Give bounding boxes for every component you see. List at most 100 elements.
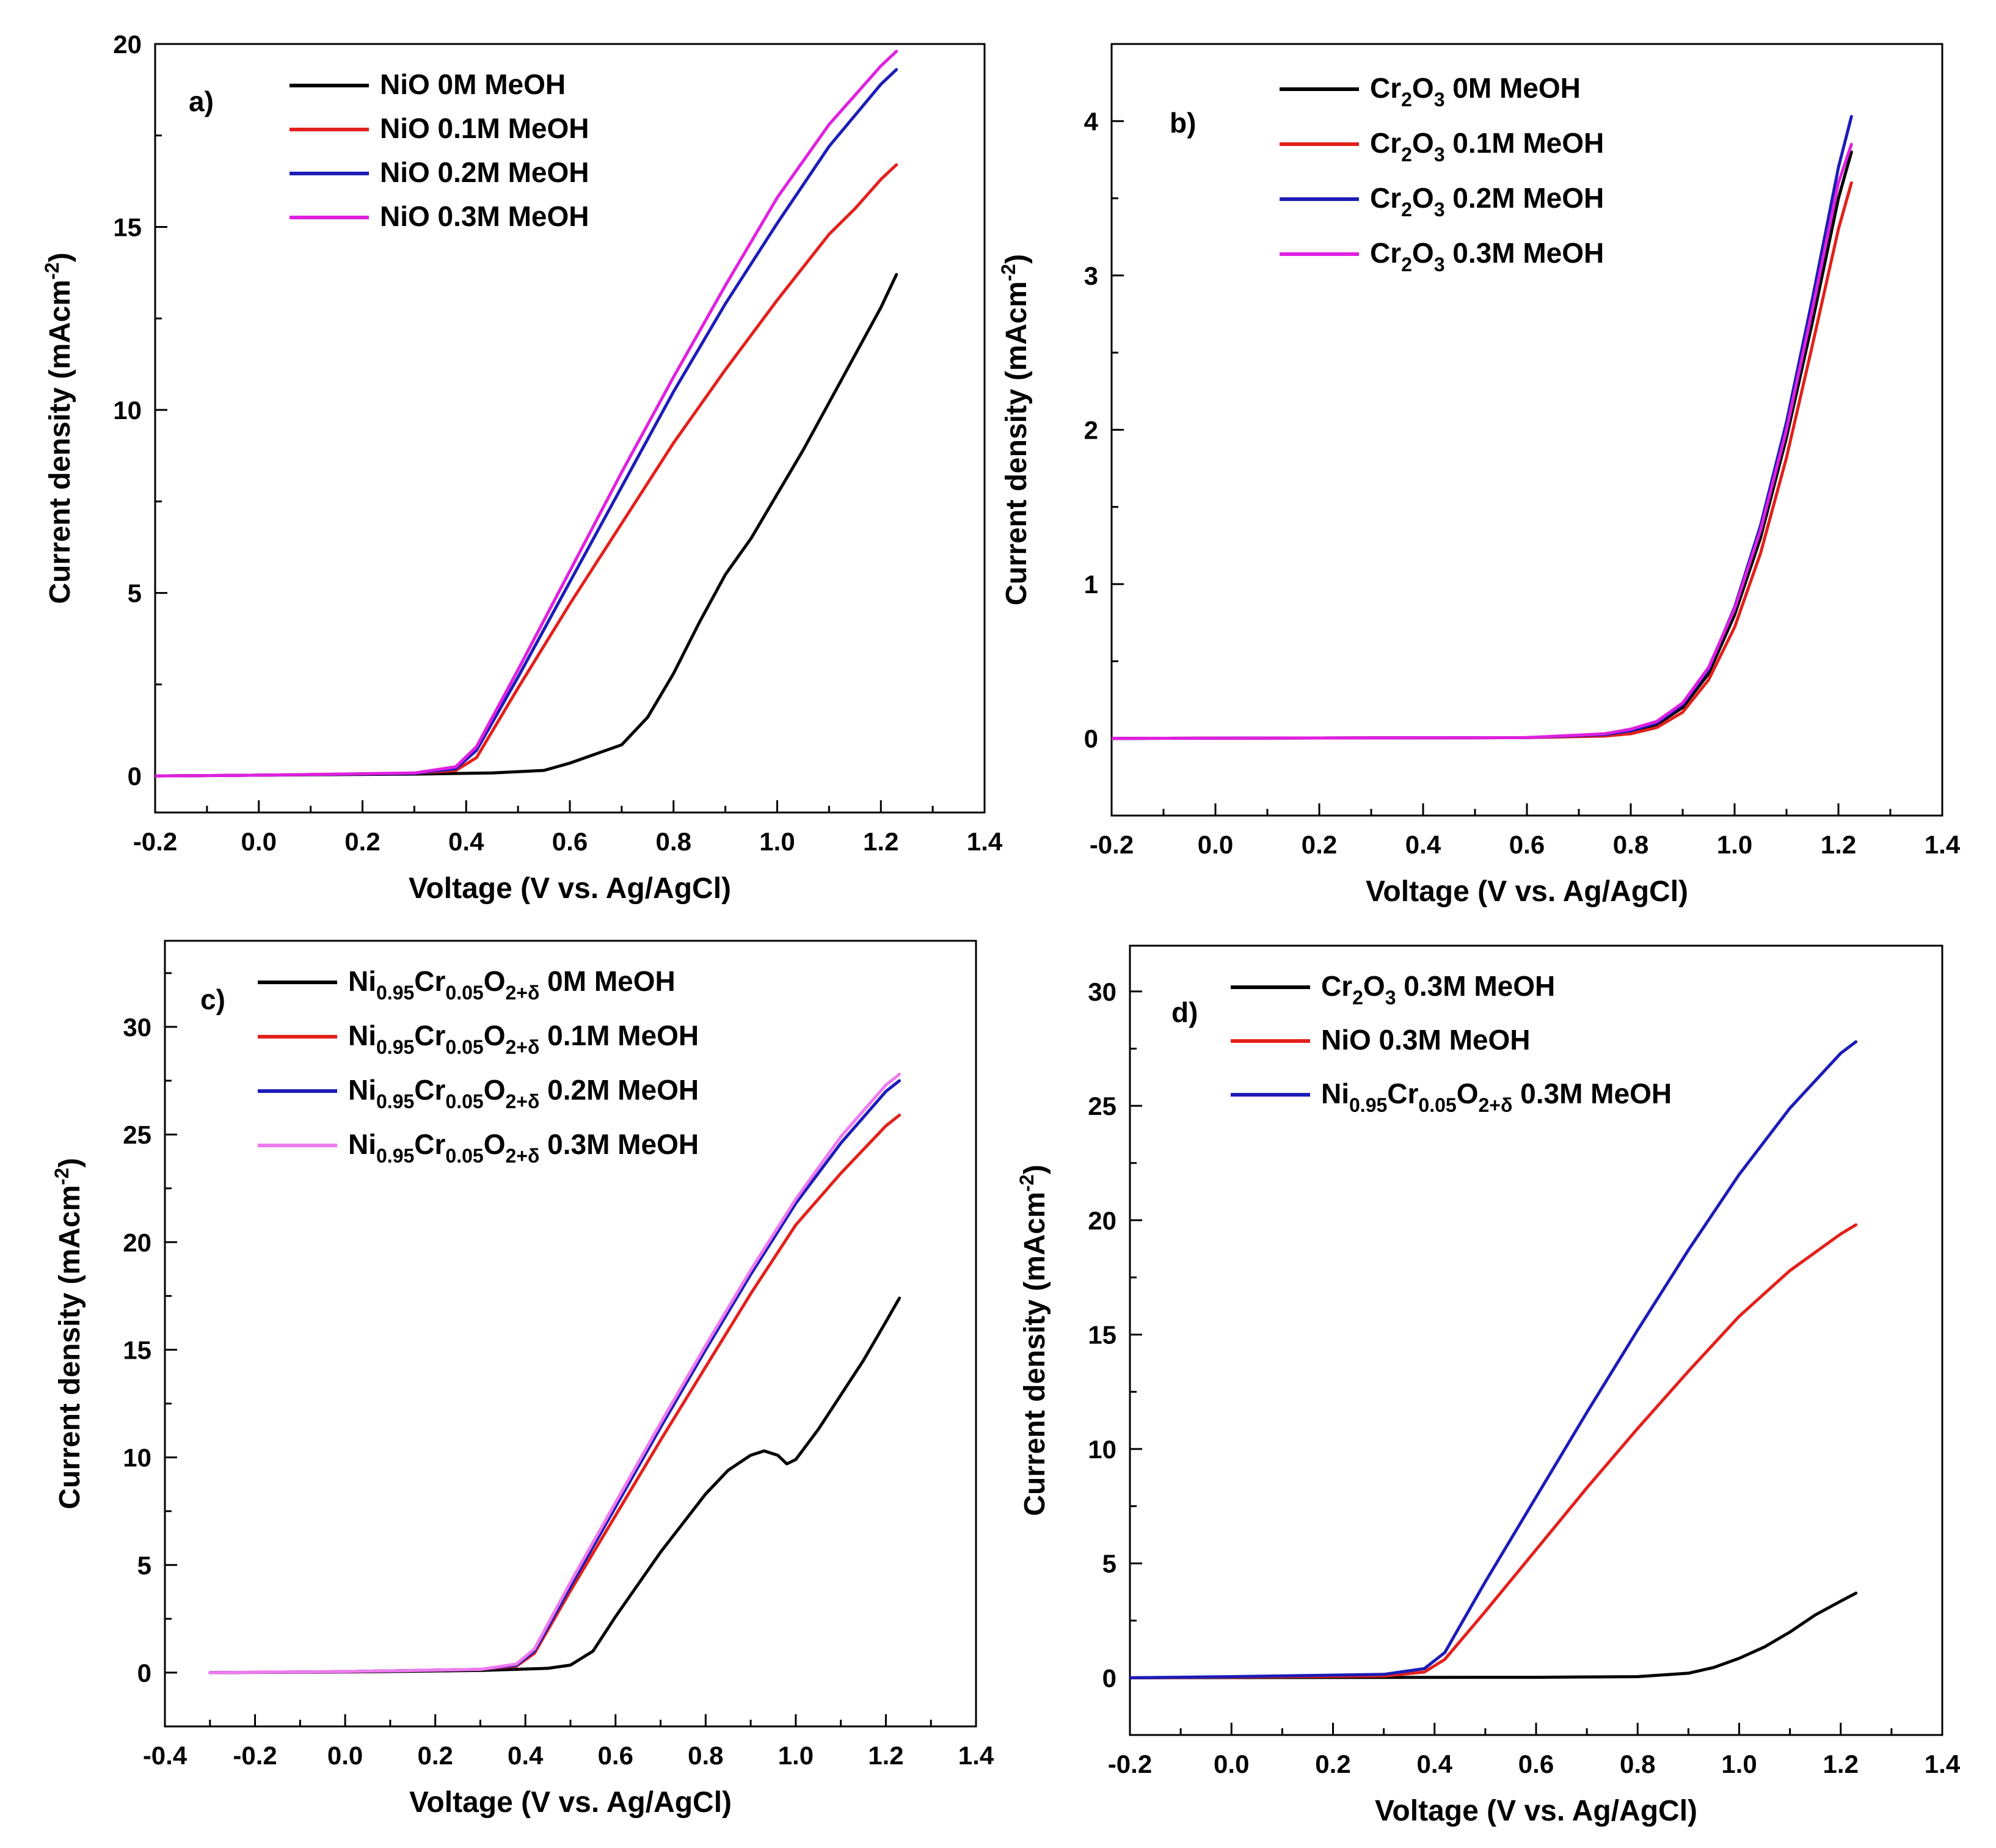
legend-label-3: Cr2O3 0.3M MeOH [1370, 237, 1604, 276]
y-tick-label: 15 [123, 1335, 151, 1364]
x-tick-label: 0.4 [508, 1741, 544, 1770]
x-tick-label: 0.0 [327, 1741, 363, 1770]
panel-label: c) [200, 984, 225, 1015]
panel-label: b) [1170, 107, 1196, 139]
x-tick-label: 0.6 [1518, 1750, 1554, 1778]
series-line-1 [155, 163, 898, 778]
y-tick-label: 15 [113, 213, 142, 242]
y-axis-title: Current density (mAcm-2) [41, 252, 76, 604]
y-tick-label: 4 [1084, 107, 1099, 136]
y-tick-label: 0 [137, 1659, 151, 1687]
legend-label-2: NiO 0.2M MeOH [380, 156, 589, 188]
x-tick-label: 1.0 [759, 827, 795, 856]
legend-label-2: Ni0.95Cr0.05O2+δ 0.3M MeOH [1321, 1078, 1672, 1116]
x-tick-label: -0.2 [1090, 830, 1134, 859]
x-tick-label: 1.2 [1821, 830, 1856, 859]
series-line-2 [1130, 1040, 1858, 1679]
legend-label-3: Ni0.95Cr0.05O2+δ 0.3M MeOH [348, 1128, 699, 1167]
y-axis-title: Current density (mAcm-2) [997, 254, 1033, 605]
legend-label-1: NiO 0.3M MeOH [1321, 1024, 1531, 1056]
x-tick-label: 0.8 [1620, 1750, 1655, 1778]
x-tick-label: 1.0 [1721, 1750, 1757, 1778]
x-tick-label: 1.0 [778, 1741, 814, 1770]
legend-label-2: Ni0.95Cr0.05O2+δ 0.2M MeOH [348, 1074, 699, 1112]
x-tick-label: 0.2 [1315, 1750, 1350, 1778]
y-tick-label: 30 [1088, 977, 1116, 1006]
x-tick-label: 0.6 [552, 827, 588, 856]
y-tick-label: 5 [137, 1551, 151, 1580]
series-line-3 [155, 49, 898, 778]
y-tick-label: 5 [128, 579, 142, 608]
x-axis-title: Voltage (V vs. Ag/AgCl) [1366, 875, 1688, 908]
panel-d: -0.2 0.0 0.2 0.4 0.6 0.8 1.0 1.2 1.4 0 5 10 15 20 25 30… [1016, 944, 1961, 1827]
x-tick-label: 0.2 [1302, 830, 1337, 859]
x-tick-label: -0.2 [233, 1741, 277, 1770]
y-tick-label: 0 [1084, 725, 1098, 753]
legend-label-3: NiO 0.3M MeOH [380, 200, 589, 232]
y-axis-title: Current density (mAcm-2) [1016, 1164, 1051, 1516]
x-tick-label: 1.2 [868, 1741, 903, 1770]
y-tick-label: 10 [113, 396, 142, 425]
x-tick-label: 1.4 [1925, 1750, 1961, 1778]
x-tick-label: 0.2 [344, 827, 380, 856]
y-tick-label: 30 [123, 1013, 151, 1042]
y-tick-label: 20 [123, 1228, 151, 1257]
y-tick-label: 3 [1084, 261, 1098, 290]
series-line-1 [1130, 1223, 1858, 1679]
series-line-0 [1130, 1591, 1858, 1679]
plot-frame [1110, 43, 1943, 817]
y-tick-label: 10 [1088, 1435, 1116, 1464]
y-tick-label: 25 [123, 1120, 151, 1149]
x-tick-label: -0.2 [1108, 1750, 1152, 1778]
x-tick-label: 0.4 [448, 827, 484, 856]
x-axis-title: Voltage (V vs. Ag/AgCl) [409, 1786, 732, 1819]
x-tick-label: 0.8 [1613, 830, 1648, 859]
legend-label-1: Cr2O3 0.1M MeOH [1370, 127, 1604, 166]
series-line-2 [208, 1079, 901, 1675]
x-tick-label: 0.2 [417, 1741, 453, 1770]
panel-label: a) [189, 86, 214, 117]
x-tick-label: 0.8 [688, 1741, 723, 1770]
y-tick-label: 10 [123, 1444, 151, 1472]
x-tick-label: -0.2 [133, 827, 177, 856]
x-axis-title: Voltage (V vs. Ag/AgCl) [1375, 1795, 1697, 1827]
series-line-0 [208, 1296, 901, 1675]
y-tick-label: 1 [1084, 570, 1098, 599]
panel-label: d) [1171, 996, 1198, 1028]
series-line-0 [155, 272, 898, 778]
x-tick-label: 0.6 [1509, 830, 1545, 859]
x-tick-label: 1.2 [1823, 1750, 1859, 1778]
y-tick-label: 0 [1102, 1664, 1116, 1692]
x-tick-label: 0.6 [598, 1741, 633, 1770]
x-tick-label: 1.2 [863, 827, 898, 856]
x-tick-label: 0.4 [1417, 1750, 1453, 1778]
y-tick-label: 20 [113, 30, 142, 59]
y-tick-label: 20 [1088, 1206, 1116, 1235]
x-tick-label: 0.4 [1405, 830, 1441, 859]
panel-a: -0.2 0.0 0.2 0.4 0.6 0.8 1.0 1.2 1.4 0 5 10 15 20 Volt… [41, 30, 1003, 905]
x-tick-label: 1.4 [967, 827, 1003, 856]
x-tick-label: 0.0 [241, 827, 277, 856]
y-tick-label: 15 [1088, 1321, 1116, 1349]
x-tick-label: 0.8 [656, 827, 691, 856]
plot-frame [164, 940, 977, 1728]
y-axis-title: Current density (mAcm-2) [51, 1158, 86, 1509]
legend-label-0: NiO 0M MeOH [380, 68, 566, 100]
plot-frame [1129, 944, 1943, 1736]
legend-label-2: Cr2O3 0.2M MeOH [1370, 182, 1604, 221]
legend-label-0: Cr2O3 0M MeOH [1370, 72, 1581, 111]
x-tick-label: 1.4 [1925, 830, 1961, 859]
x-axis-title: Voltage (V vs. Ag/AgCl) [409, 872, 731, 905]
y-tick-label: 2 [1084, 416, 1098, 445]
series-line-3 [1112, 142, 1853, 740]
x-tick-label: -0.4 [143, 1741, 188, 1770]
legend-label-1: Ni0.95Cr0.05O2+δ 0.1M MeOH [348, 1020, 699, 1058]
panel-b: -0.2 0.0 0.2 0.4 0.6 0.8 1.0 1.2 1.4 0 1 2 3 4 Voltage… [997, 43, 1961, 908]
x-tick-label: 0.0 [1198, 830, 1233, 859]
x-tick-label: 1.4 [958, 1741, 994, 1770]
y-tick-label: 25 [1088, 1092, 1116, 1120]
legend-label-1: NiO 0.1M MeOH [380, 112, 589, 144]
panel-c: -0.4 -0.2 0.0 0.2 0.4 0.6 0.8 1.0 1.2 1.4 0 5 10 15 20… [51, 940, 994, 1819]
x-tick-label: 0.0 [1214, 1750, 1249, 1778]
